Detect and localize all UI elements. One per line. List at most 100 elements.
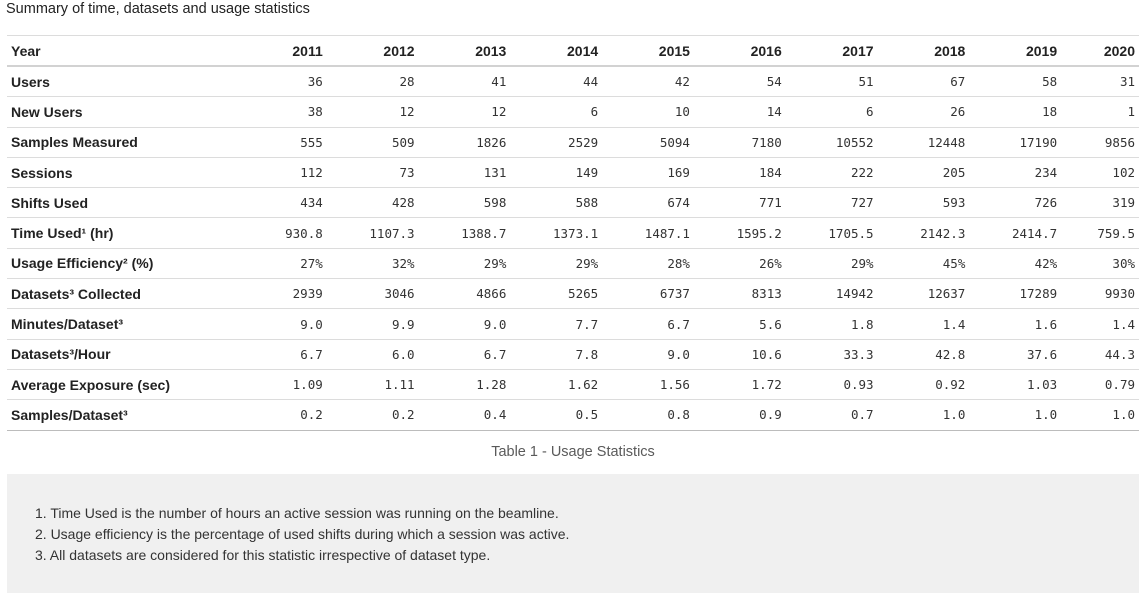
table-cell: 1.11 xyxy=(326,369,419,401)
table-cell: 33.3 xyxy=(785,339,878,370)
table-row: Shifts Used 434 428 598 588 674 771 727 593 726 31… xyxy=(7,187,1139,219)
table-cell: 131 xyxy=(418,157,511,189)
table-cell: 4866 xyxy=(418,278,511,310)
year-cell: 2016 xyxy=(693,35,786,67)
table-row: Users 36 28 41 44 42 54 51 67 58 31 xyxy=(7,66,1139,98)
table-cell: 29% xyxy=(510,248,603,280)
table-body: Users 36 28 41 44 42 54 51 67 58 31 New Users 38 12 12… xyxy=(7,66,1139,431)
table-cell: 771 xyxy=(693,187,786,219)
table-cell: 6.7 xyxy=(602,308,694,340)
table-cell: 29% xyxy=(418,248,511,280)
table-cell: 10.6 xyxy=(693,339,786,370)
table-cell: 51 xyxy=(785,66,878,98)
footnote-item: 2. Usage efficiency is the percentage of… xyxy=(35,526,570,542)
table-row: Average Exposure (sec) 1.09 1.11 1.28 1.62 1.… xyxy=(7,369,1139,401)
table-cell: 593 xyxy=(877,187,970,219)
table-cell: 674 xyxy=(602,187,694,219)
row-label: Samples Measured xyxy=(7,127,249,158)
table-cell: 32% xyxy=(326,248,419,280)
table-cell: 1.09 xyxy=(249,369,327,401)
table-cell: 9.9 xyxy=(326,308,419,340)
table-cell: 12 xyxy=(418,96,511,128)
row-label: Datasets³/Hour xyxy=(7,339,249,370)
table-cell: 73 xyxy=(326,157,419,189)
footnotes-list: 1. Time Used is the number of hours an a… xyxy=(35,503,569,566)
table-cell: 1705.5 xyxy=(785,217,878,249)
table-cell: 14 xyxy=(693,96,786,128)
table-caption: Table 1 - Usage Statistics xyxy=(491,444,655,460)
table-cell: 0.79 xyxy=(1061,369,1139,401)
table-cell: 1595.2 xyxy=(693,217,786,249)
table-cell: 1.4 xyxy=(1061,308,1139,340)
table-cell: 9930 xyxy=(1061,278,1139,310)
table-cell: 5.6 xyxy=(693,308,786,340)
table-cell: 726 xyxy=(969,187,1062,219)
header-row: Year 2011 2012 2013 2014 2015 2016 2017 … xyxy=(7,35,1139,67)
table-cell: 319 xyxy=(1061,187,1139,219)
row-label: Minutes/Dataset³ xyxy=(7,308,249,340)
table-cell: 18 xyxy=(969,96,1062,128)
footnote-item: 3. All datasets are considered for this … xyxy=(35,547,491,563)
table-row: Minutes/Dataset³ 9.0 9.9 9.0 7.7 6.7 5.6 1.8 1.4… xyxy=(7,308,1139,340)
table-cell: 6.7 xyxy=(249,339,327,370)
table-cell: 112 xyxy=(249,157,327,189)
table-cell: 759.5 xyxy=(1061,217,1139,249)
table-cell: 1.0 xyxy=(877,399,970,431)
table-cell: 26% xyxy=(693,248,786,280)
table-cell: 2414.7 xyxy=(969,217,1062,249)
year-header: Year xyxy=(7,35,249,67)
table-cell: 1.72 xyxy=(693,369,786,401)
year-cell: 2013 xyxy=(418,35,511,67)
table-cell: 1.28 xyxy=(418,369,511,401)
table-cell: 1373.1 xyxy=(510,217,603,249)
table-cell: 38 xyxy=(249,96,327,128)
table-cell: 0.2 xyxy=(249,399,327,431)
table-cell: 9856 xyxy=(1061,127,1139,158)
table-cell: 10552 xyxy=(785,127,878,158)
row-label: Datasets³ Collected xyxy=(7,278,249,310)
table-cell: 588 xyxy=(510,187,603,219)
table-cell: 12 xyxy=(326,96,419,128)
table-cell: 7.7 xyxy=(510,308,603,340)
table-cell: 0.2 xyxy=(326,399,419,431)
table-cell: 222 xyxy=(785,157,878,189)
row-label: Samples/Dataset³ xyxy=(7,399,249,431)
table-cell: 7.8 xyxy=(510,339,603,370)
table-cell: 6.0 xyxy=(326,339,419,370)
usage-statistics-table: Year 2011 2012 2013 2014 2015 2016 2017 … xyxy=(7,35,1139,431)
table-cell: 0.8 xyxy=(602,399,694,431)
table-cell: 1.0 xyxy=(1061,399,1139,431)
table-cell: 41 xyxy=(418,66,511,98)
table-cell: 28 xyxy=(326,66,419,98)
table-cell: 2529 xyxy=(510,127,603,158)
table-cell: 67 xyxy=(877,66,970,98)
table-cell: 5265 xyxy=(510,278,603,310)
table-cell: 555 xyxy=(249,127,327,158)
table-cell: 17190 xyxy=(969,127,1062,158)
year-cell: 2020 xyxy=(1061,35,1139,67)
year-cell: 2014 xyxy=(510,35,603,67)
table-cell: 1.6 xyxy=(969,308,1062,340)
table-cell: 184 xyxy=(693,157,786,189)
table-cell: 54 xyxy=(693,66,786,98)
table-cell: 42.8 xyxy=(877,339,970,370)
table-cell: 29% xyxy=(785,248,878,280)
table-cell: 17289 xyxy=(969,278,1062,310)
table-cell: 44.3 xyxy=(1061,339,1139,370)
table-cell: 42% xyxy=(969,248,1062,280)
table-cell: 1826 xyxy=(418,127,511,158)
table-row: Samples/Dataset³ 0.2 0.2 0.4 0.5 0.8 0.9 0.7 1.0… xyxy=(7,399,1139,431)
table-cell: 6 xyxy=(510,96,603,128)
row-label: Shifts Used xyxy=(7,187,249,219)
table-cell: 0.7 xyxy=(785,399,878,431)
table-cell: 1.56 xyxy=(602,369,694,401)
table-cell: 509 xyxy=(326,127,419,158)
table-cell: 205 xyxy=(877,157,970,189)
table-cell: 0.92 xyxy=(877,369,970,401)
table-cell: 1.4 xyxy=(877,308,970,340)
table-row: New Users 38 12 12 6 10 14 6 26 18 1 xyxy=(7,96,1139,128)
table-cell: 37.6 xyxy=(969,339,1062,370)
table-row: Datasets³ Collected 2939 3046 4866 5265 6737 8… xyxy=(7,278,1139,310)
table-cell: 6.7 xyxy=(418,339,511,370)
